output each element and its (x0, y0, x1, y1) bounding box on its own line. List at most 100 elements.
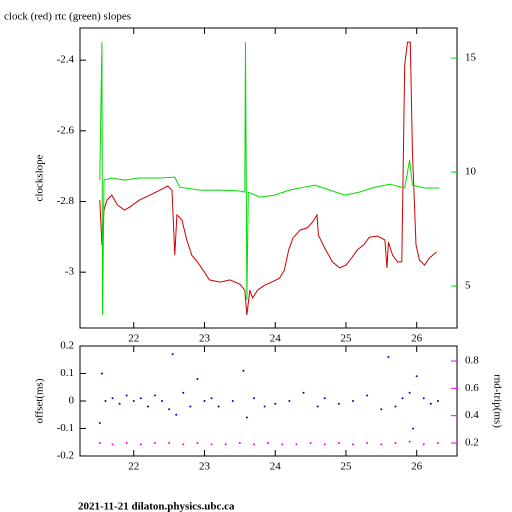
x-tick-label: 25 (340, 333, 352, 345)
point (153, 442, 156, 445)
y2-tick-label: 5 (465, 280, 471, 292)
x-tick-label: 26 (411, 333, 423, 345)
point (352, 400, 355, 402)
point (168, 408, 171, 411)
point (422, 443, 425, 446)
y-tick-label: -2.8 (57, 195, 75, 207)
x-tick-label: 23 (199, 333, 211, 345)
point (139, 443, 142, 446)
point (100, 372, 103, 375)
point (323, 443, 326, 446)
point (132, 400, 135, 402)
x-tick-label: 26 (411, 461, 423, 473)
footer: 2021-11-21 dilaton.physics.ubc.ca (78, 501, 235, 512)
y2-tick-label: 10 (465, 166, 477, 178)
point (242, 369, 245, 372)
point (412, 427, 415, 430)
point (189, 405, 192, 408)
point (161, 400, 164, 402)
point (125, 394, 128, 397)
y-tick-label: -2.6 (57, 124, 75, 136)
y2-tick-label: 15 (465, 52, 477, 64)
y-axis-label: clockslope (34, 154, 46, 201)
point (153, 394, 156, 397)
point (203, 400, 206, 402)
y-tick-label: -0.2 (57, 450, 74, 462)
y2-axis-label: rnd-trip(ms) (491, 374, 503, 428)
point (111, 443, 114, 446)
point (380, 443, 383, 446)
point (139, 397, 142, 400)
title: clock (red) rtc (green) slopes (4, 11, 131, 23)
point (387, 356, 390, 358)
y2-tick-label: 0.8 (465, 355, 479, 367)
point (401, 397, 404, 400)
x-tick-label: 22 (128, 461, 139, 473)
point (210, 397, 213, 400)
series-line (99, 41, 437, 315)
x-tick-label: 23 (199, 461, 211, 473)
point (316, 405, 319, 408)
point (175, 413, 178, 416)
point (295, 443, 298, 446)
point (146, 405, 149, 408)
point (415, 375, 418, 378)
plot-frame (79, 27, 458, 329)
point (309, 442, 312, 445)
point (98, 422, 101, 424)
point (337, 402, 340, 405)
series-line (99, 42, 440, 316)
y-tick-label: 0 (69, 395, 75, 407)
point (337, 442, 340, 445)
point (274, 402, 277, 405)
point (288, 400, 291, 402)
point (98, 442, 101, 445)
y-tick-label: -3 (65, 266, 75, 278)
point (366, 394, 369, 397)
y-tick-label: -2.4 (57, 54, 75, 66)
point (182, 443, 185, 446)
point (245, 416, 248, 419)
point (394, 442, 397, 445)
point (422, 397, 425, 400)
point (171, 353, 174, 356)
point (394, 405, 397, 408)
point (436, 442, 439, 445)
point (366, 442, 369, 445)
x-tick-label: 22 (128, 333, 139, 345)
point (281, 443, 284, 446)
point (352, 443, 355, 446)
point (436, 400, 439, 402)
y-axis-label: offset(ms) (34, 378, 46, 423)
point (302, 391, 305, 394)
point (408, 391, 411, 394)
point (253, 443, 255, 446)
x-tick-label: 24 (270, 333, 282, 345)
point (168, 442, 171, 445)
point (196, 442, 199, 445)
point (104, 400, 107, 402)
point (323, 397, 326, 400)
point (267, 442, 270, 445)
point (380, 408, 383, 411)
x-tick-label: 24 (270, 461, 282, 473)
y2-tick-label: 0.4 (465, 409, 479, 421)
point (196, 378, 199, 380)
point (231, 400, 234, 402)
y-tick-label: -0.1 (57, 422, 74, 434)
point (408, 440, 411, 443)
y2-tick-label: 0.2 (465, 437, 479, 449)
plot-frame (79, 345, 458, 457)
y2-tick-label: 0.6 (465, 382, 479, 394)
point (224, 443, 227, 446)
y-tick-label: 0.1 (60, 367, 74, 379)
point (210, 443, 213, 446)
point (182, 391, 185, 394)
point (118, 402, 121, 405)
point (111, 397, 114, 400)
y-tick-label: 0.2 (60, 340, 74, 352)
point (253, 397, 255, 400)
point (217, 405, 220, 408)
point (125, 442, 128, 445)
